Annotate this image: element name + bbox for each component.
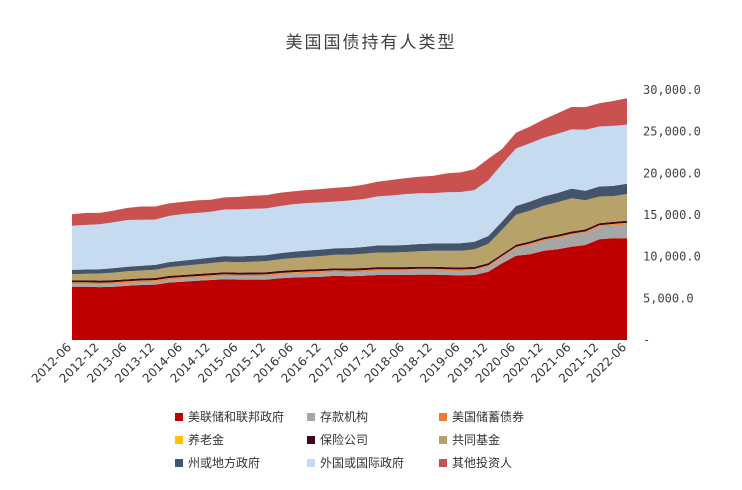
legend-swatch bbox=[175, 458, 183, 467]
y-tick-label: 30,000.0 bbox=[643, 83, 701, 97]
area-series-6 bbox=[72, 183, 627, 275]
legend-label: 美联储和联邦政府 bbox=[188, 410, 285, 424]
chart-title: 美国国债持有人类型 bbox=[285, 33, 457, 53]
area-series-0 bbox=[72, 238, 627, 340]
y-tick-label: 10,000.0 bbox=[643, 250, 701, 264]
legend-item: 保险公司 bbox=[307, 428, 439, 451]
legend-label: 保险公司 bbox=[320, 433, 369, 447]
legend-item: 美国储蓄债券 bbox=[439, 405, 571, 428]
legend-swatch bbox=[439, 435, 447, 444]
legend-swatch bbox=[175, 435, 183, 444]
y-tick-label: 5,000.0 bbox=[643, 291, 694, 305]
legend-label: 共同基金 bbox=[452, 433, 501, 447]
legend-swatch bbox=[175, 412, 183, 421]
x-axis: 2012-062012-122013-062013-122014-062014-… bbox=[29, 340, 629, 385]
area-series-4 bbox=[72, 220, 627, 283]
legend-label: 存款机构 bbox=[320, 410, 369, 424]
area-layers bbox=[72, 98, 627, 340]
area-series-7 bbox=[72, 124, 627, 270]
legend-label: 美国储蓄债券 bbox=[452, 410, 525, 424]
legend-item: 养老金 bbox=[175, 428, 307, 451]
legend-swatch bbox=[307, 458, 315, 467]
area-series-5 bbox=[72, 194, 627, 281]
legend-row: 州或地方政府 外国或国际政府 其他投资人 bbox=[175, 451, 655, 474]
legend-label: 其他投资人 bbox=[452, 456, 513, 470]
area-series-8 bbox=[72, 98, 627, 226]
y-axis: - 5,000.0 10,000.0 15,000.0 20,000.0 25,000.0… bbox=[643, 83, 701, 347]
y-tick-label: 15,000.0 bbox=[643, 208, 701, 222]
legend-item: 存款机构 bbox=[307, 405, 439, 428]
legend-label: 州或地方政府 bbox=[188, 456, 261, 470]
legend-label: 外国或国际政府 bbox=[320, 456, 405, 470]
legend-swatch bbox=[307, 412, 315, 421]
y-tick-label: - bbox=[643, 333, 650, 347]
chart-plot: - 5,000.0 10,000.0 15,000.0 20,000.0 25,000.0… bbox=[29, 83, 701, 386]
legend-swatch bbox=[439, 412, 447, 421]
legend-item: 美联储和联邦政府 bbox=[175, 405, 307, 428]
area-series-2 bbox=[72, 223, 627, 285]
legend-item: 州或地方政府 bbox=[175, 451, 307, 474]
y-tick-label: 20,000.0 bbox=[643, 166, 701, 180]
legend-item: 共同基金 bbox=[439, 428, 571, 451]
legend-row: 养老金 保险公司 共同基金 bbox=[175, 428, 655, 451]
legend-swatch bbox=[439, 458, 447, 467]
legend-item: 外国或国际政府 bbox=[307, 451, 439, 474]
legend-row: 美联储和联邦政府 存款机构 美国储蓄债券 bbox=[175, 405, 655, 428]
legend-item: 其他投资人 bbox=[439, 451, 571, 474]
area-series-1 bbox=[72, 224, 627, 288]
y-tick-label: 25,000.0 bbox=[643, 125, 701, 139]
legend-label: 养老金 bbox=[188, 433, 225, 447]
legend-swatch bbox=[307, 435, 315, 444]
legend: 美联储和联邦政府 存款机构 美国储蓄债券养老金 保险公司 共同基金州或地方政府 外国或国际… bbox=[175, 405, 655, 474]
